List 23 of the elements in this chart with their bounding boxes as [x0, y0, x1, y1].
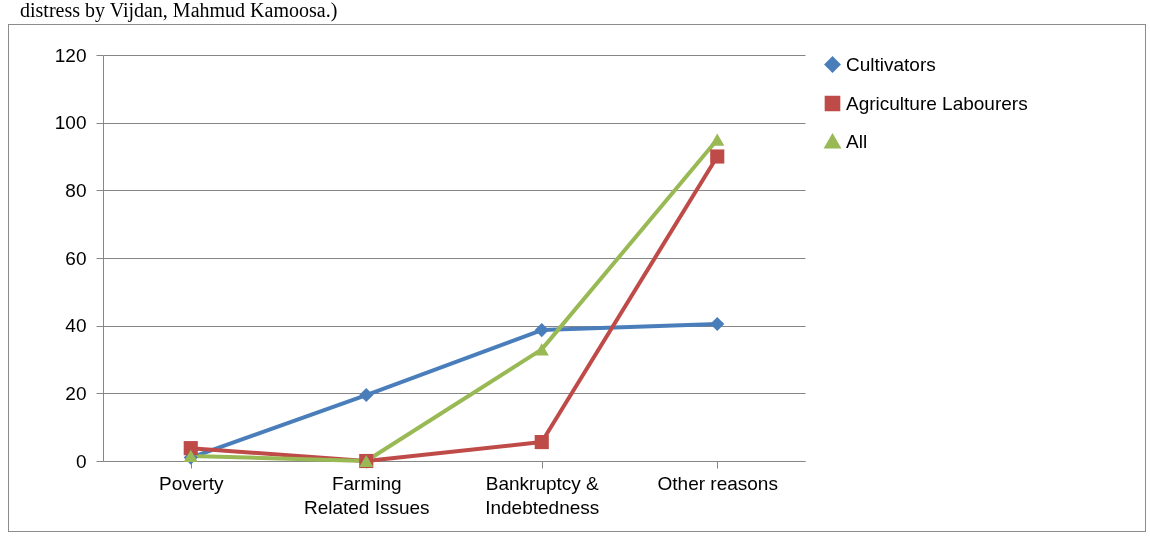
point [534, 343, 549, 356]
text: distress by Vijdan, Mahmud Kamoosa.) [19, 0, 339, 24]
y-tick-label: 100 [54, 112, 87, 134]
x-tick-label: Other reasons [657, 472, 778, 494]
y-tick-label: 60 [65, 247, 87, 269]
y-tick-label: 120 [54, 44, 87, 66]
legend-label: Cultivators [846, 53, 936, 75]
y-tick-label: 20 [65, 382, 87, 404]
point [534, 322, 549, 338]
point [710, 149, 725, 164]
legend-label: All [846, 130, 868, 152]
y-tick-label: 80 [65, 179, 87, 201]
point [183, 441, 198, 456]
point [710, 316, 725, 332]
y-tick-label: 40 [65, 315, 87, 337]
x-tick-label: Bankruptcy & Indebtedness [485, 472, 600, 518]
legend-label: Agriculture Labourers [846, 92, 1028, 114]
y-tick-label: 0 [75, 450, 87, 472]
x-tick-label: Farming Related Issues [303, 472, 430, 518]
point [534, 434, 549, 450]
point [359, 387, 374, 403]
x-tick-label: Poverty [159, 472, 224, 494]
point [710, 133, 725, 146]
